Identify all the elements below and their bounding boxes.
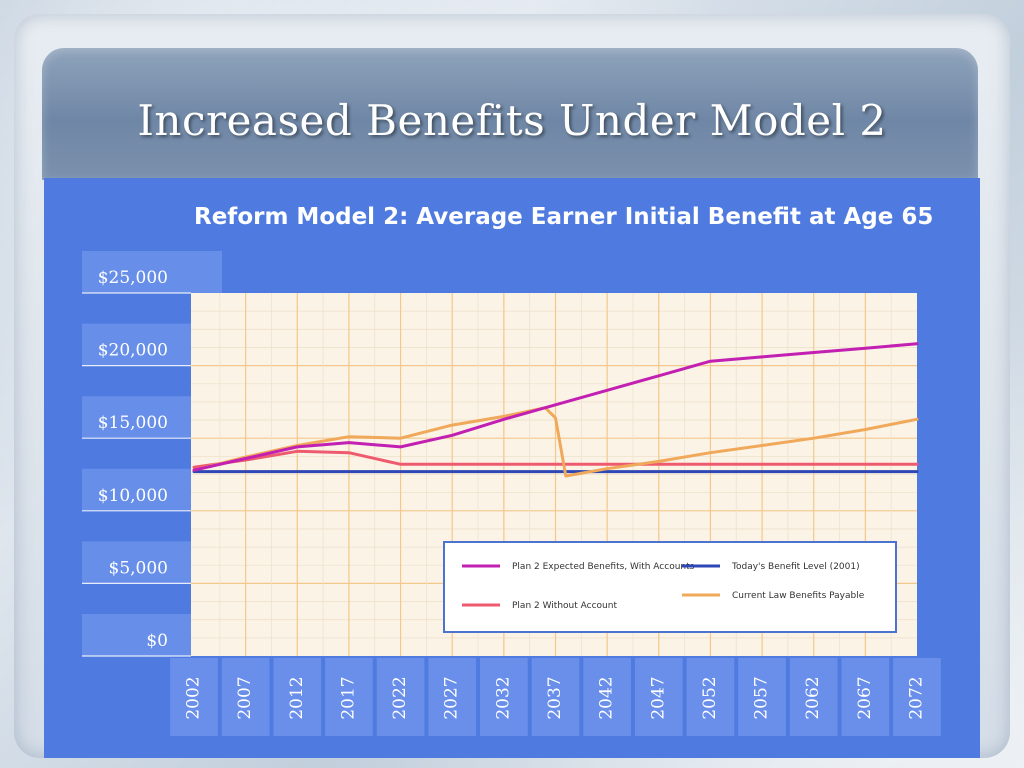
x-tick-tile [634,658,683,736]
x-tick-label: 2032 [493,676,513,719]
x-tick-tile [325,658,373,736]
y-tick-label: $10,000 [98,486,168,506]
y-tick-label: $5,000 [109,558,168,578]
legend-label: Plan 2 Without Account [512,601,617,611]
x-tick-label: 2052 [700,676,720,719]
x-tick-label: 2022 [390,676,410,719]
series-line [192,342,919,472]
x-tick-tile [531,658,580,736]
chart-title: Reform Model 2: Average Earner Initial B… [194,204,933,230]
slide-title: Increased Benefits Under Model 2 [137,96,887,145]
x-tick-tile [583,658,631,736]
y-tick-label: $0 [146,631,168,651]
legend-label: Current Law Benefits Payable [732,591,865,601]
x-tick-tile [686,658,735,736]
x-tick-label: 2017 [338,676,358,719]
x-tick-tile [893,658,941,736]
title-band [42,48,978,180]
y-tick-label: $15,000 [98,413,168,433]
legend-box [443,541,897,633]
x-tick-label: 2012 [287,676,307,719]
x-tick-label: 2047 [648,676,668,719]
x-tick-label: 2042 [597,676,617,719]
x-tick-tile [738,658,786,736]
x-tick-tile [789,658,838,736]
x-tick-label: 2027 [442,676,462,719]
x-tick-tile [841,658,890,736]
chart-panel: Reform Model 2: Average Earner Initial B… [44,178,980,758]
y-tick-label: $20,000 [98,341,168,361]
y-tick-tile [82,251,222,293]
x-tick-label: 2037 [545,676,565,719]
x-tick-label: 2007 [235,676,255,719]
x-tick-label: 2062 [803,676,823,719]
x-tick-label: 2067 [855,676,875,719]
x-tick-label: 2072 [907,676,927,719]
x-tick-tile [170,658,218,736]
line-chart: Reform Model 2: Average Earner Initial B… [82,204,941,736]
x-tick-tile [376,658,425,736]
series-line [192,406,919,478]
x-axis-tiles: 2002 2007 2012 2017 2022 2027 2032 2037 2042 2047… [170,658,941,736]
x-tick-label: 2057 [752,676,772,719]
x-tick-tile [480,658,528,736]
x-tick-label: 2002 [184,676,204,719]
x-tick-tile [428,658,477,736]
legend-label: Today's Benefit Level (2001) [731,562,860,572]
series-line [192,449,919,469]
legend: Plan 2 Expected Benefits, With Accounts T… [443,541,897,633]
x-tick-tile [221,658,270,736]
legend-label: Plan 2 Expected Benefits, With Accounts [512,562,695,572]
y-tick-label: $25,000 [98,268,168,288]
series-lines [192,342,919,478]
x-tick-tile [273,658,322,736]
